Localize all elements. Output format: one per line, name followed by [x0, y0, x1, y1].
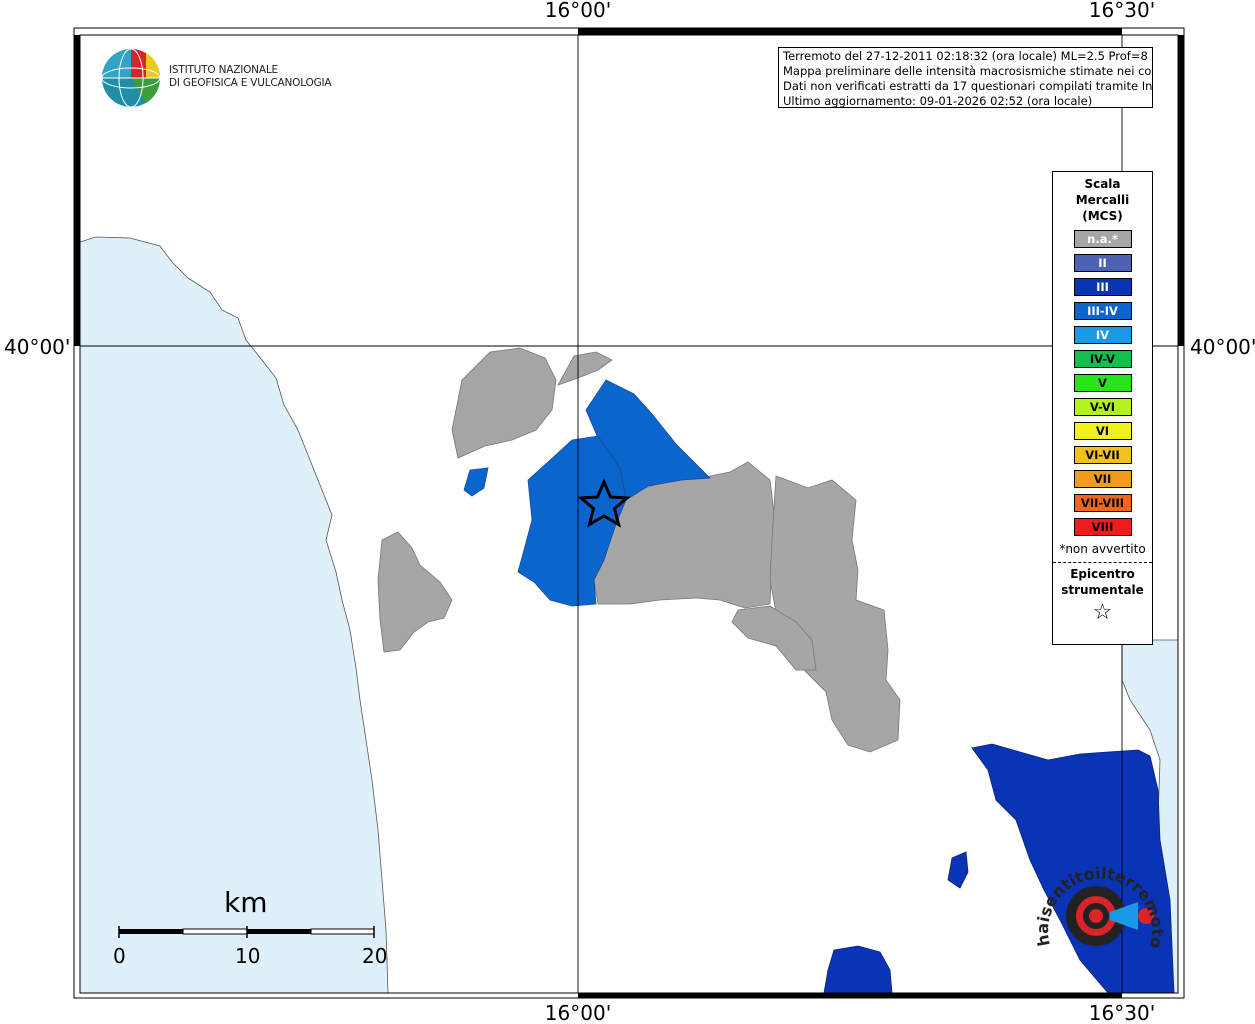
- legend-epicenter-label: Epicentro strumentale: [1053, 566, 1152, 598]
- legend-swatch: II: [1073, 254, 1132, 272]
- legend-note: *non avvertito: [1059, 542, 1146, 556]
- watermark-logo: haisentitoilterremoto.it: [1030, 850, 1165, 950]
- lon-label-bottom-left: 16°00': [545, 1001, 611, 1024]
- lon-label-top-left: 16°00': [545, 0, 611, 22]
- legend-swatch: III: [1073, 278, 1132, 296]
- legend-swatch: VII-VIII: [1073, 494, 1132, 512]
- watermark-question-icon: [1138, 908, 1154, 924]
- scale-unit: km: [224, 886, 268, 919]
- sea-west: [79, 236, 389, 994]
- legend-items: n.a.* II III III-IV IV IV-V V V-VI VI VI-VII VII VI…: [1053, 230, 1152, 536]
- info-line-1: Terremoto del 27-12-2011 02:18:32 (ora l…: [783, 49, 1153, 63]
- municipality-na-south: [731, 605, 817, 671]
- legend-epi-line-1: Epicentro: [1070, 567, 1135, 581]
- scale-tick-0: 0: [113, 944, 126, 968]
- legend-title-line-3: (MCS): [1082, 209, 1123, 223]
- ingv-logo-icon: [101, 48, 161, 108]
- lon-label-top-right: 16°30': [1089, 0, 1155, 22]
- legend-title-line-1: Scala: [1084, 177, 1121, 191]
- legend-swatch: VII: [1073, 470, 1132, 488]
- lon-label-bottom-right: 16°30': [1089, 1001, 1155, 1024]
- island-iii-iv: [463, 467, 489, 497]
- legend-swatch: VI-VII: [1073, 446, 1132, 464]
- logo-line-2: DI GEOFISICA E VULCANOLOGIA: [169, 77, 332, 89]
- legend-swatch: V-VI: [1073, 398, 1132, 416]
- legend-swatch: VIII: [1073, 518, 1132, 536]
- info-line-4: Ultimo aggiornamento: 09-01-2026 02:52 (…: [783, 94, 1093, 108]
- scale-tick-10: 10: [235, 944, 261, 968]
- legend-swatch: IV-V: [1073, 350, 1132, 368]
- epicenter-star-icon: [577, 478, 631, 528]
- scale-tick-20: 20: [362, 944, 388, 968]
- logo-line-1: ISTITUTO NAZIONALE: [169, 64, 278, 76]
- lat-label-right: 40°00': [1190, 335, 1255, 359]
- legend-swatch: n.a.*: [1073, 230, 1132, 248]
- municipality-iii-small: [947, 851, 969, 889]
- info-line-3: Dati non verificati estratti da 17 quest…: [783, 79, 1153, 93]
- frame-segment-bottom: [578, 993, 1122, 998]
- scale-bar: [118, 926, 375, 938]
- municipality-na-west: [377, 531, 453, 653]
- municipality-iii-iv-west: [517, 435, 627, 607]
- municipality-na-north: [451, 347, 557, 459]
- legend-swatch: V: [1073, 374, 1132, 392]
- watermark-wave-icon: [1110, 902, 1138, 930]
- frame-segment-left: [74, 35, 80, 346]
- frame-segment-right: [1178, 35, 1184, 346]
- legend-star-icon: ☆: [1092, 600, 1113, 625]
- legend-title: Scala Mercalli (MCS): [1053, 176, 1152, 224]
- ingv-logo-text: ISTITUTO NAZIONALE DI GEOFISICA E VULCAN…: [169, 64, 332, 90]
- legend-swatch: VI: [1073, 422, 1132, 440]
- event-info-box: Terremoto del 27-12-2011 02:18:32 (ora l…: [778, 47, 1153, 108]
- frame-segment-top: [578, 28, 1122, 35]
- mcs-legend: Scala Mercalli (MCS) n.a.* II III III-IV IV I…: [1052, 171, 1153, 645]
- municipality-iii-southeast: [971, 743, 1175, 994]
- legend-separator: [1053, 562, 1152, 563]
- legend-swatch: III-IV: [1073, 302, 1132, 320]
- legend-epi-line-2: strumentale: [1061, 583, 1144, 597]
- info-line-2: Mappa preliminare delle intensità macros…: [783, 64, 1153, 78]
- lat-label-left: 40°00': [4, 335, 70, 359]
- municipality-iii-bottom: [823, 945, 893, 994]
- legend-title-line-2: Mercalli: [1075, 193, 1130, 207]
- legend-swatch: IV: [1073, 326, 1132, 344]
